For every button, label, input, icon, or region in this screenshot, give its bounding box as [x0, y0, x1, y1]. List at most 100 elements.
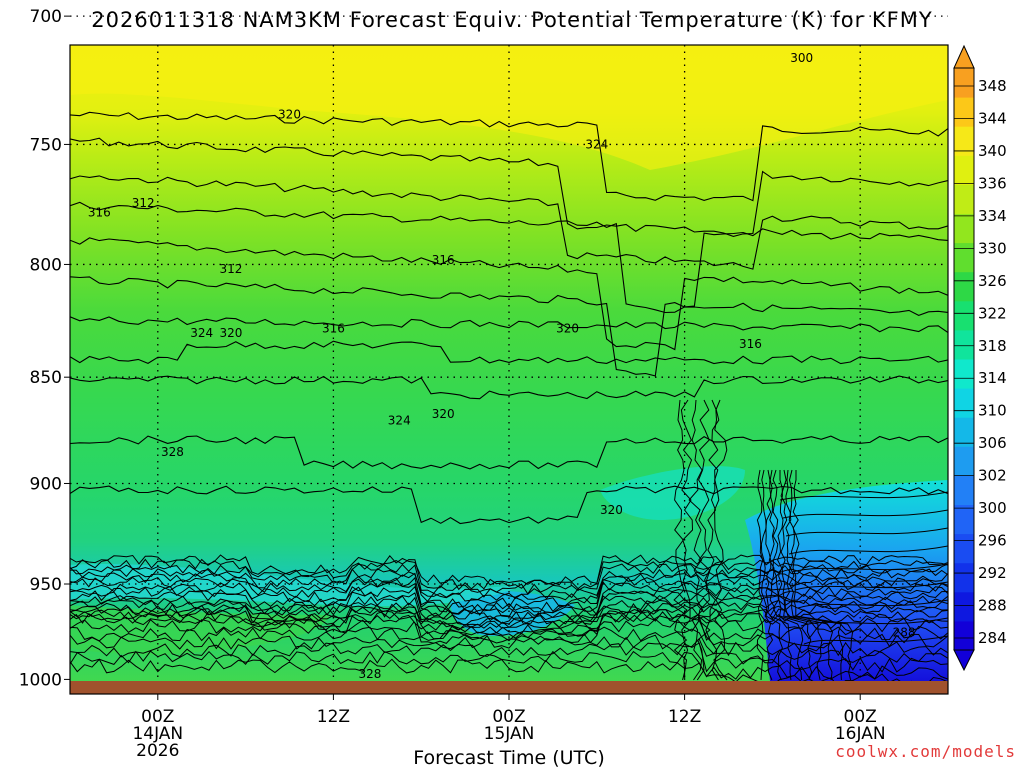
contour-line — [696, 399, 711, 681]
contour-line — [794, 581, 948, 591]
contour-label-text: 312 — [132, 196, 155, 210]
contour-line — [713, 399, 728, 681]
contour-line — [70, 201, 948, 314]
y-tick-label: 1000 — [19, 670, 62, 690]
colorbar-segment — [954, 533, 974, 564]
colorbar-segment — [954, 562, 974, 593]
contour-label-text: 320 — [556, 321, 579, 335]
colorbar-label: 306 — [978, 434, 1007, 452]
x-tick-label: 12Z — [668, 707, 701, 727]
contour-label: 324 — [190, 326, 213, 340]
contour-label: 320 — [432, 407, 455, 421]
colorbar-segment — [954, 417, 974, 447]
colorbar-label: 330 — [978, 239, 1007, 257]
contour-line — [70, 613, 948, 644]
contour-label-text: 316 — [432, 253, 455, 267]
contour-line — [779, 491, 948, 501]
contour-label-text: 320 — [380, 0, 403, 2]
y-tick-label: 800 — [30, 255, 62, 275]
colorbar-segment — [954, 126, 974, 156]
contour-line — [788, 545, 948, 555]
colorbar-label: 310 — [978, 402, 1007, 420]
contour-label-text: 316 — [739, 337, 762, 351]
contour-line — [70, 558, 948, 591]
colorbar: 284 288 292 296 300 302 306 310 314 318 322 326 330 3… — [953, 44, 1007, 672]
colorbar-segment — [954, 475, 974, 505]
contour-line — [70, 316, 948, 334]
contour-line — [70, 580, 948, 613]
contour-label: 320 — [220, 326, 243, 340]
colorbar-segment — [954, 242, 974, 273]
colorbar-segment — [954, 155, 974, 185]
contour-label: 316 — [88, 206, 111, 220]
y-tick-label: 850 — [30, 368, 62, 388]
contour-label: 316 — [322, 321, 345, 335]
colorbar-label: 326 — [978, 272, 1007, 290]
contour-label-text: 288 — [893, 625, 916, 639]
contour-label-text: 316 — [322, 321, 345, 335]
contour-line — [768, 469, 792, 681]
colorbar-label: 302 — [978, 467, 1007, 485]
x-tick-label: 15JAN — [484, 724, 535, 744]
contour-label-text: 320 — [600, 503, 623, 517]
plot-area: 3363363323323323283243283243243243203203… — [69, 0, 949, 695]
contour-label-text: 320 — [220, 326, 243, 340]
colorbar-label: 296 — [978, 532, 1007, 550]
contour-line — [780, 469, 823, 681]
contour-label-text: 324 — [190, 326, 213, 340]
colorbar-segment — [954, 97, 974, 127]
colorbar-label: 284 — [978, 629, 1007, 647]
colorbar-label: 292 — [978, 564, 1007, 582]
contour-label: 328 — [359, 667, 382, 681]
chart-title: 2026011318 NAM3KM Forecast Equiv. Potent… — [91, 8, 933, 32]
y-tick-label: 700 — [30, 7, 62, 27]
colorbar-label: 334 — [978, 207, 1007, 225]
contour-labels: 3363363323323323283243283243243243203203… — [88, 0, 916, 681]
y-tick-label: 950 — [30, 575, 62, 595]
contour-label-text: 320 — [278, 107, 301, 121]
contour-label: 316 — [739, 337, 762, 351]
contour-label: 328 — [161, 445, 184, 459]
x-tick-label: 2026 — [136, 741, 179, 761]
contour-label-text: 324 — [388, 413, 411, 427]
contour-label: 320 — [556, 321, 579, 335]
contour-label: 300 — [790, 51, 813, 65]
cold-pocket — [450, 590, 575, 636]
contour-label: 324 — [585, 137, 608, 151]
colorbar-label: 314 — [978, 369, 1007, 387]
x-tick-label: 14JAN — [132, 724, 183, 744]
colorbar-segment — [954, 359, 974, 389]
contour-label: 312 — [132, 196, 155, 210]
contour-line — [800, 617, 948, 627]
contour-line — [70, 375, 948, 400]
colorbar-label: 288 — [978, 597, 1007, 615]
contour-line — [70, 137, 948, 237]
contour-line — [756, 469, 764, 681]
contour-label-text: 320 — [432, 407, 455, 421]
contour-line — [70, 610, 948, 641]
contour-label-text: 328 — [359, 667, 382, 681]
contour-line — [70, 567, 948, 600]
colorbar-segment — [954, 388, 974, 418]
colorbar-segment — [954, 184, 974, 214]
contour-label-text: 316 — [88, 206, 111, 220]
contour-line — [765, 469, 783, 681]
contour-line — [70, 340, 948, 365]
contour-line — [785, 527, 948, 537]
contour-line — [70, 585, 948, 617]
contour-label: 316 — [432, 253, 455, 267]
x-axis-label: Forecast Time (UTC) — [413, 747, 604, 768]
contour-line — [70, 658, 948, 681]
contour-label: 320 — [278, 107, 301, 121]
contour-label: 320 — [600, 503, 623, 517]
contour-label: 288 — [893, 625, 916, 639]
colorbar-frame — [953, 67, 975, 651]
contour-line — [803, 635, 948, 645]
contour-line — [70, 237, 948, 351]
warm-region — [70, 45, 948, 170]
contour-label-text: 328 — [161, 445, 184, 459]
colorbar-label: 344 — [978, 109, 1007, 127]
x-tick-label: 00Z — [844, 707, 877, 727]
contour-line — [70, 111, 948, 202]
contour-label-text: 300 — [790, 51, 813, 65]
